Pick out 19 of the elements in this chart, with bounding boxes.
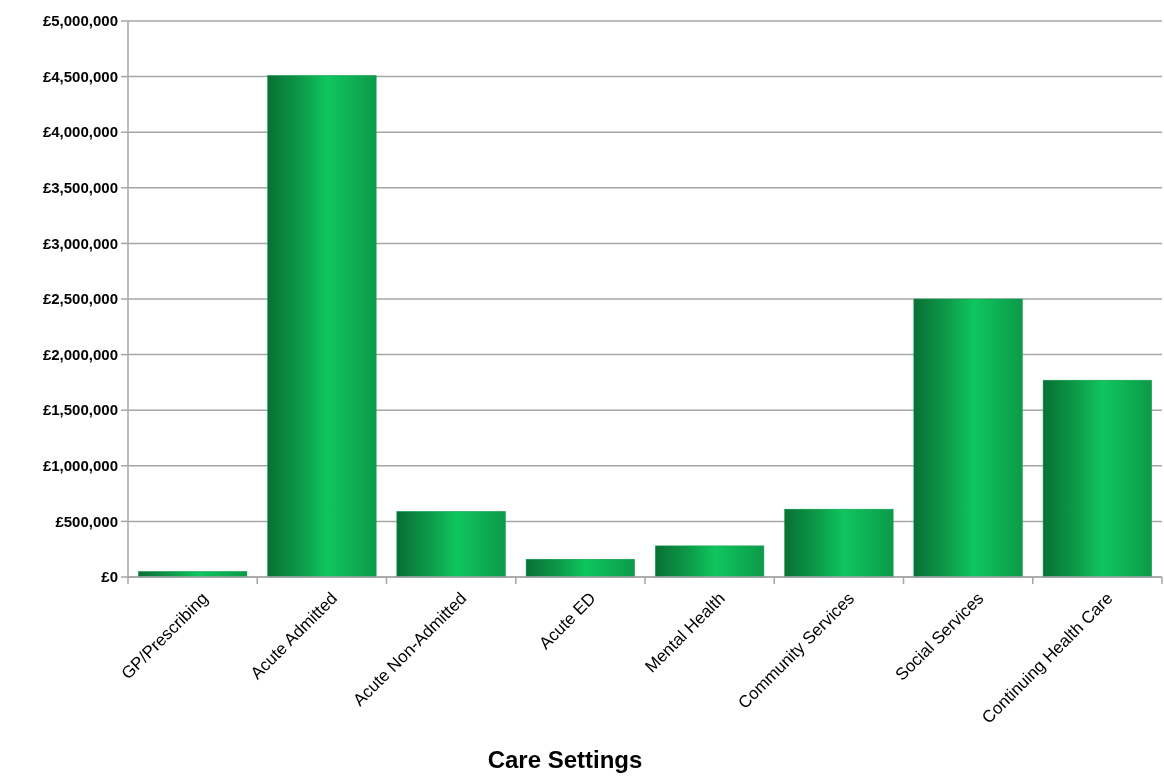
y-tick-label: £4,500,000: [42, 67, 118, 85]
bar: [913, 298, 1023, 578]
y-tick-label: £3,500,000: [42, 179, 118, 197]
bar: [1042, 379, 1152, 578]
bar: [655, 545, 765, 578]
y-tick-label: £1,000,000: [42, 457, 118, 475]
y-tick-label: £0: [101, 568, 118, 586]
y-tick-label: £3,000,000: [42, 234, 118, 252]
y-tick-label: £500,000: [55, 512, 118, 530]
bar: [784, 508, 894, 578]
y-tick-label: £5,000,000: [42, 12, 118, 30]
bar: [525, 558, 635, 578]
y-tick-label: £1,500,000: [42, 401, 118, 419]
y-tick-label: £2,000,000: [42, 345, 118, 363]
y-tick-label: £4,000,000: [42, 123, 118, 141]
y-tick-label: £2,500,000: [42, 290, 118, 308]
bar: [267, 75, 377, 578]
bar: [396, 511, 506, 578]
x-axis-title: Care Settings: [487, 746, 643, 773]
